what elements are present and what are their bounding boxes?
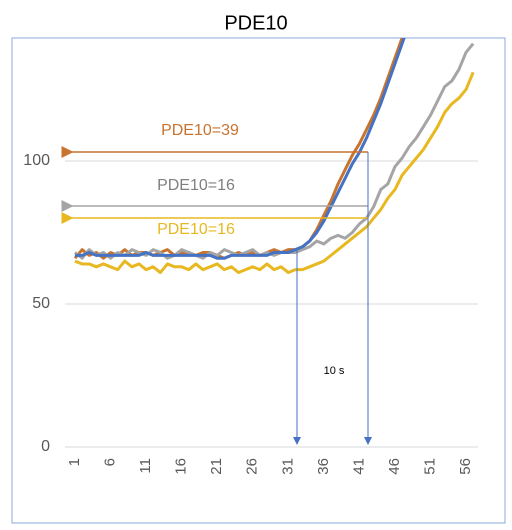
y-tick-label: 0: [41, 438, 50, 455]
annotation: PDE10=16: [157, 177, 235, 194]
series-line: [74, 42, 475, 260]
x-tick-label: 51: [421, 458, 438, 475]
plot-frame: [11, 37, 506, 524]
x-tick-label: 26: [244, 458, 261, 475]
annotation: 10 s: [324, 365, 345, 377]
x-tick-label: 16: [173, 458, 190, 475]
x-tick-label: 56: [457, 458, 474, 475]
y-tick-label: 50: [32, 295, 50, 312]
x-tick-label: 11: [137, 458, 154, 474]
y-tick-label: 100: [23, 152, 50, 169]
series-line: [75, 38, 406, 260]
series-line: [73, 38, 404, 260]
annotation: PDE10=39: [161, 122, 239, 139]
x-tick-label: 46: [386, 458, 403, 475]
x-tick-label: 36: [315, 458, 332, 475]
x-tick-label: 6: [102, 458, 119, 466]
annotation: PDE10=16: [157, 221, 235, 238]
x-tick-label: 21: [208, 458, 225, 475]
x-tick-label: 1: [66, 458, 83, 466]
x-tick-label: 41: [350, 458, 367, 475]
series-line: [74, 71, 475, 275]
chart-title: PDE10: [224, 12, 287, 34]
x-tick-label: 31: [279, 458, 296, 475]
